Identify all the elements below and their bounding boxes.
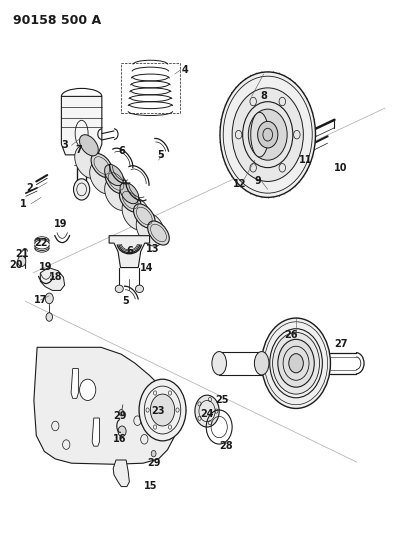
Ellipse shape	[120, 183, 139, 204]
Circle shape	[257, 122, 277, 148]
Circle shape	[18, 256, 26, 266]
Polygon shape	[40, 268, 64, 290]
Circle shape	[73, 179, 90, 200]
Circle shape	[46, 313, 52, 321]
Text: 5: 5	[122, 296, 129, 306]
Polygon shape	[75, 145, 103, 179]
Circle shape	[139, 379, 185, 441]
Text: 21: 21	[15, 249, 28, 259]
Ellipse shape	[104, 165, 123, 185]
Text: 7: 7	[75, 144, 81, 155]
Circle shape	[232, 88, 303, 181]
Ellipse shape	[119, 188, 141, 212]
Circle shape	[220, 72, 315, 197]
Circle shape	[194, 395, 219, 427]
Circle shape	[277, 340, 313, 387]
Text: 2: 2	[26, 183, 33, 193]
Text: 6: 6	[126, 246, 132, 255]
Text: 4: 4	[181, 65, 188, 75]
Text: 25: 25	[215, 395, 228, 406]
Circle shape	[118, 426, 126, 437]
Text: 16: 16	[112, 434, 126, 445]
Polygon shape	[122, 197, 150, 230]
Circle shape	[288, 354, 303, 373]
Text: 3: 3	[61, 140, 68, 150]
Circle shape	[150, 394, 174, 426]
Polygon shape	[113, 460, 129, 487]
Text: 29: 29	[113, 411, 126, 422]
Text: 8: 8	[260, 91, 266, 101]
Ellipse shape	[254, 352, 268, 375]
Text: 11: 11	[299, 155, 312, 165]
Text: 23: 23	[151, 406, 164, 416]
Text: 22: 22	[34, 238, 48, 247]
Ellipse shape	[147, 221, 169, 245]
Text: 1: 1	[19, 199, 26, 209]
Text: 29: 29	[147, 458, 160, 468]
Polygon shape	[90, 160, 118, 194]
Text: 19: 19	[39, 262, 53, 271]
Ellipse shape	[115, 285, 123, 293]
Polygon shape	[71, 368, 78, 398]
Text: 13: 13	[145, 244, 159, 254]
Text: 6: 6	[118, 146, 125, 156]
Circle shape	[79, 379, 96, 400]
Text: 18: 18	[48, 272, 62, 282]
Text: 28: 28	[219, 441, 233, 451]
Ellipse shape	[135, 285, 143, 293]
Circle shape	[151, 450, 156, 457]
Polygon shape	[61, 96, 102, 155]
Polygon shape	[109, 236, 149, 268]
Polygon shape	[104, 177, 133, 211]
Bar	[121, 63, 179, 114]
Text: 10: 10	[333, 163, 346, 173]
Text: 14: 14	[139, 263, 153, 272]
Ellipse shape	[105, 169, 126, 193]
Text: 27: 27	[333, 338, 346, 349]
Text: 90158 500 A: 90158 500 A	[13, 14, 101, 27]
Ellipse shape	[250, 112, 268, 157]
Polygon shape	[92, 418, 99, 446]
Circle shape	[261, 318, 330, 408]
Text: 17: 17	[34, 295, 47, 305]
Text: 26: 26	[284, 329, 297, 340]
Text: 15: 15	[143, 481, 157, 490]
Text: 5: 5	[157, 150, 164, 160]
Circle shape	[248, 109, 286, 160]
Text: 19: 19	[54, 219, 67, 229]
Circle shape	[45, 293, 53, 304]
Circle shape	[272, 333, 319, 394]
Text: 20: 20	[9, 261, 23, 270]
Ellipse shape	[79, 135, 98, 156]
Ellipse shape	[211, 352, 226, 375]
Polygon shape	[34, 348, 174, 464]
Circle shape	[119, 409, 124, 416]
Text: 24: 24	[200, 409, 213, 419]
Ellipse shape	[91, 154, 112, 177]
Text: 9: 9	[254, 176, 260, 187]
Polygon shape	[136, 213, 164, 246]
Ellipse shape	[133, 204, 155, 228]
Text: 12: 12	[232, 179, 245, 189]
